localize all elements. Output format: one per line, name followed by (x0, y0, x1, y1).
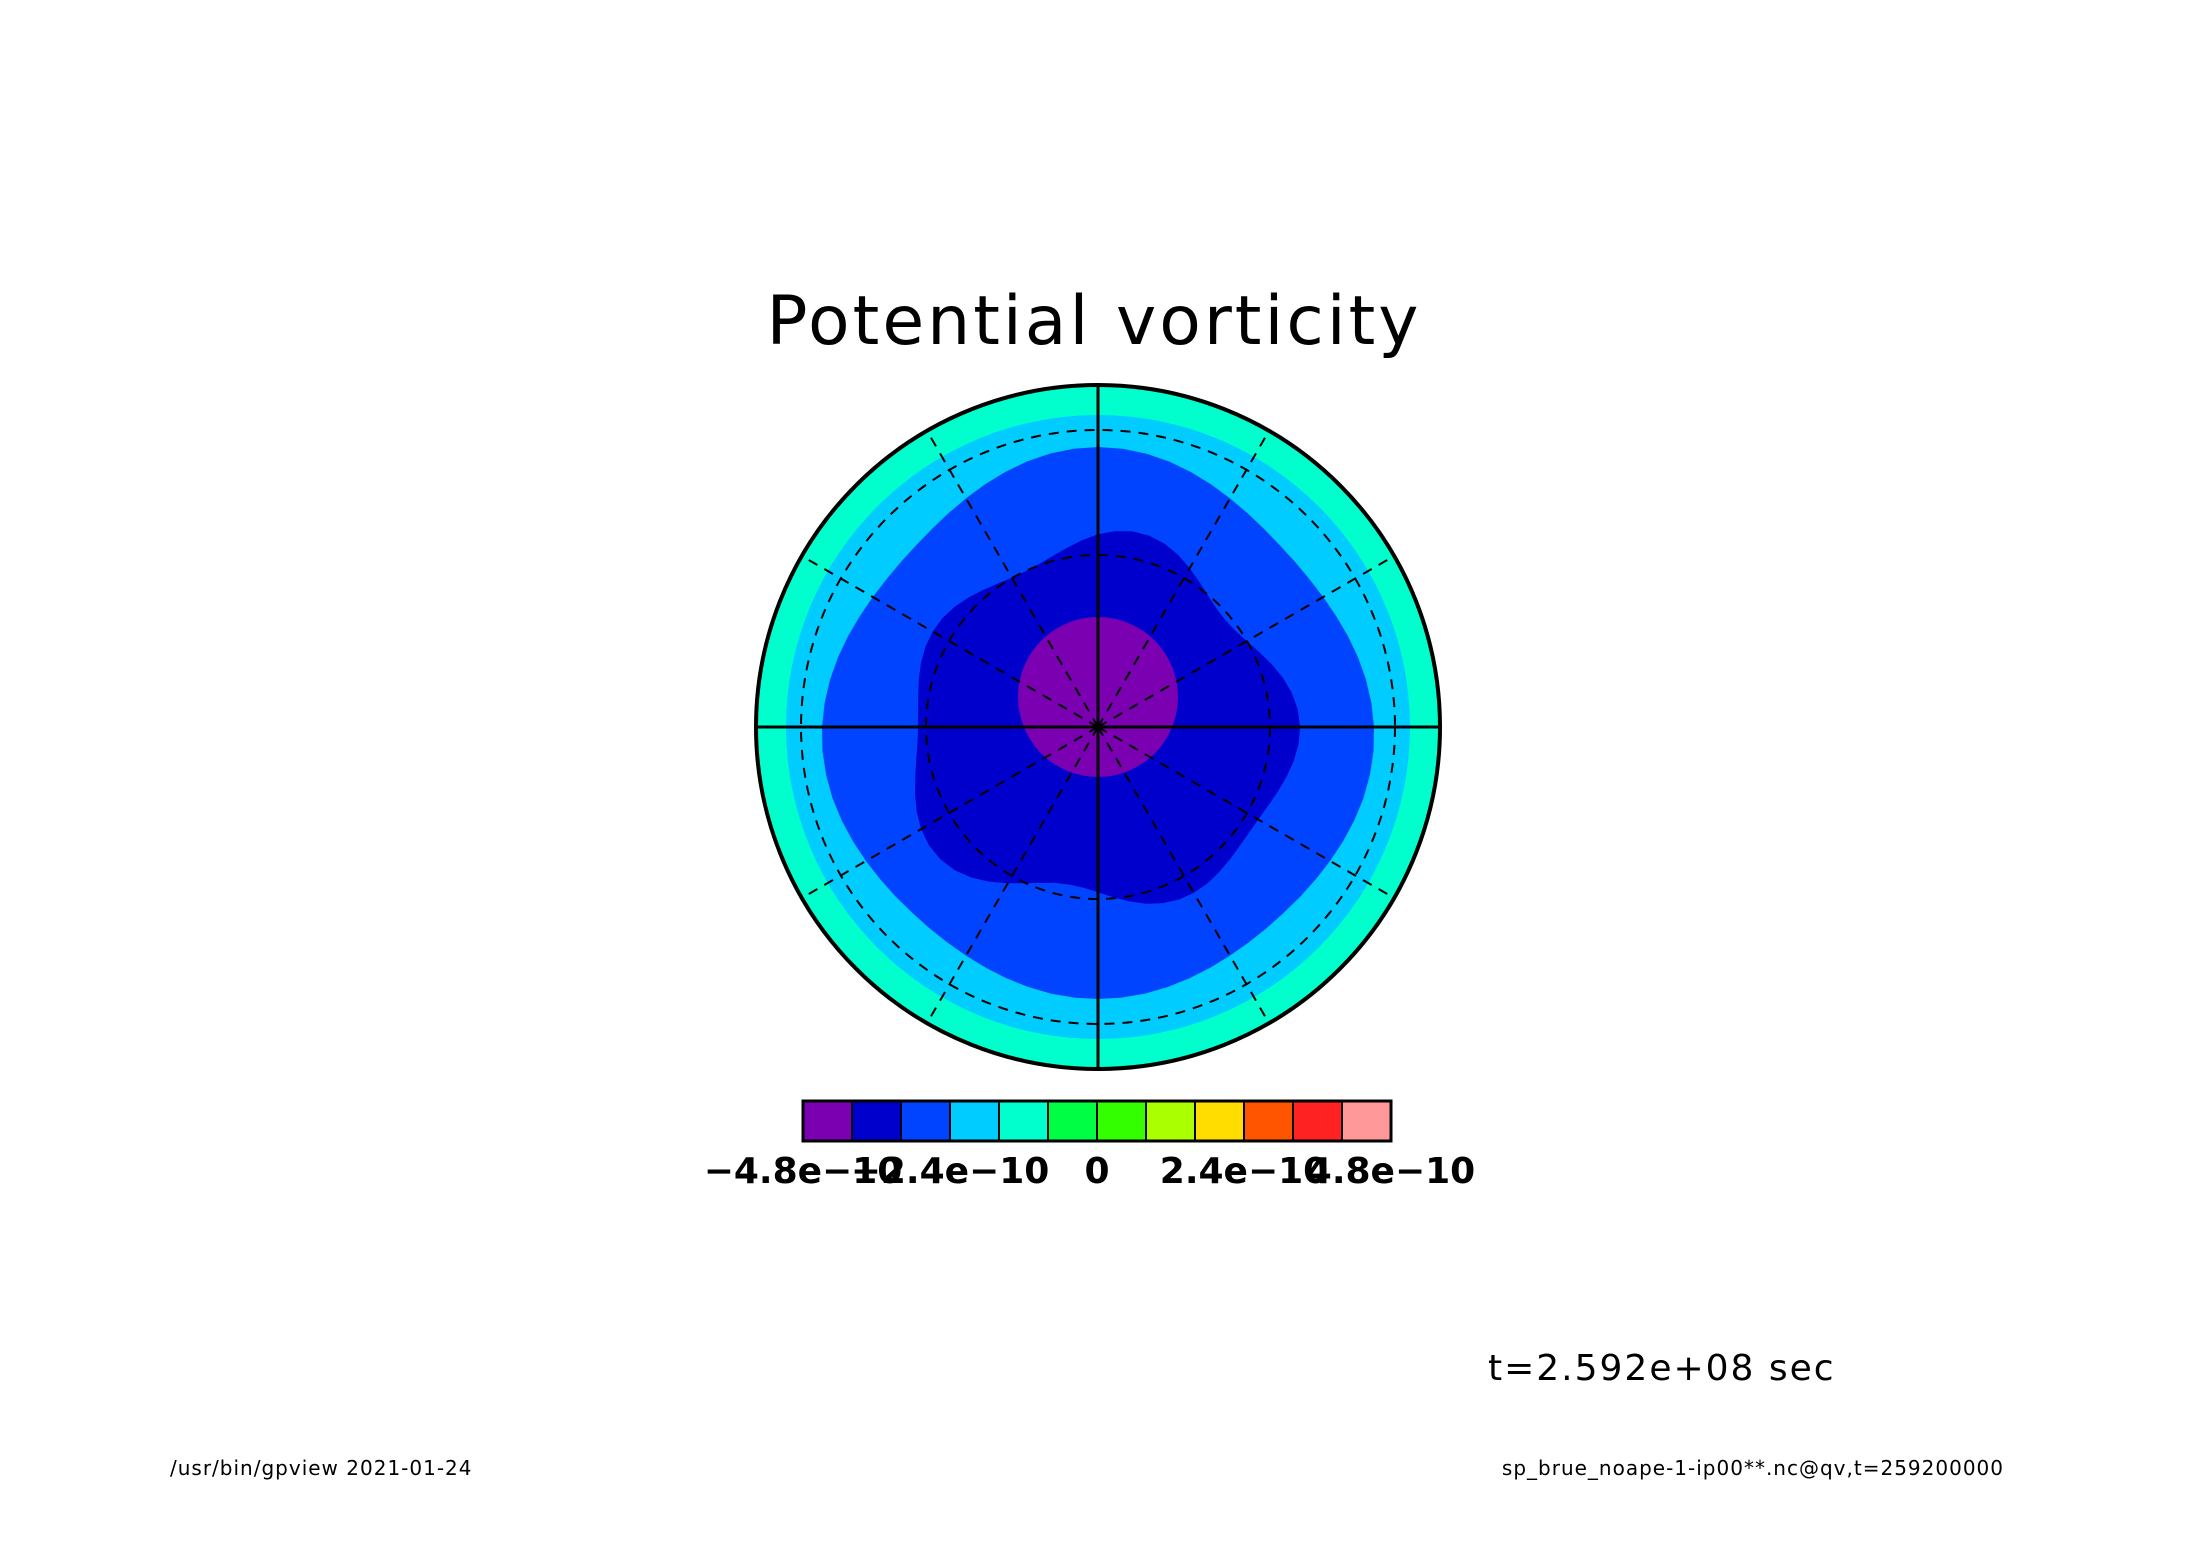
colorbar-cell (851, 1100, 902, 1142)
colorbar-cell (998, 1100, 1049, 1142)
colorbar-cell (1341, 1100, 1392, 1142)
colorbar-cell (1096, 1100, 1147, 1142)
chart-title: Potential vorticity (766, 282, 1422, 361)
footer-data-source: sp_brue_noape-1-ip00**.nc@qv,t=259200000 (1501, 1456, 2004, 1480)
time-label: t=2.592e+08 sec (1488, 1348, 1836, 1389)
colorbar-cell (900, 1100, 951, 1142)
colorbar-tick-label: 2.4e−10 (1160, 1151, 1328, 1192)
colorbar-cell (1292, 1100, 1343, 1142)
colorbar-frame (801, 1099, 1393, 1143)
colorbar-tick-label: 0 (1084, 1151, 1109, 1192)
meridian-dashed (801, 726, 1099, 899)
colorbar-cell (949, 1100, 1000, 1142)
colorbar-tick-label: −4.8e−10 (704, 1151, 903, 1192)
colorbar-cell (1047, 1100, 1098, 1142)
meridian-dashed (1097, 726, 1270, 1024)
colorbar-tick-label: 4.8e−10 (1307, 1151, 1475, 1192)
meridian-dashed (801, 555, 1099, 728)
colorbar-cell (1194, 1100, 1245, 1142)
meridian-dashed (1097, 430, 1270, 728)
footer-program-date: /usr/bin/gpview 2021-01-24 (170, 1456, 473, 1480)
meridian-dashed (1097, 726, 1395, 899)
meridian-dashed (926, 430, 1099, 728)
meridian-dashed (1097, 555, 1395, 728)
map-boundary (754, 383, 1442, 1071)
colorbar-cell (1243, 1100, 1294, 1142)
meridian-dashed (926, 726, 1099, 1024)
colorbar-cell (1145, 1100, 1196, 1142)
colorbar-tick-label: −2.4e−10 (851, 1151, 1050, 1192)
colorbar-cell (802, 1100, 853, 1142)
